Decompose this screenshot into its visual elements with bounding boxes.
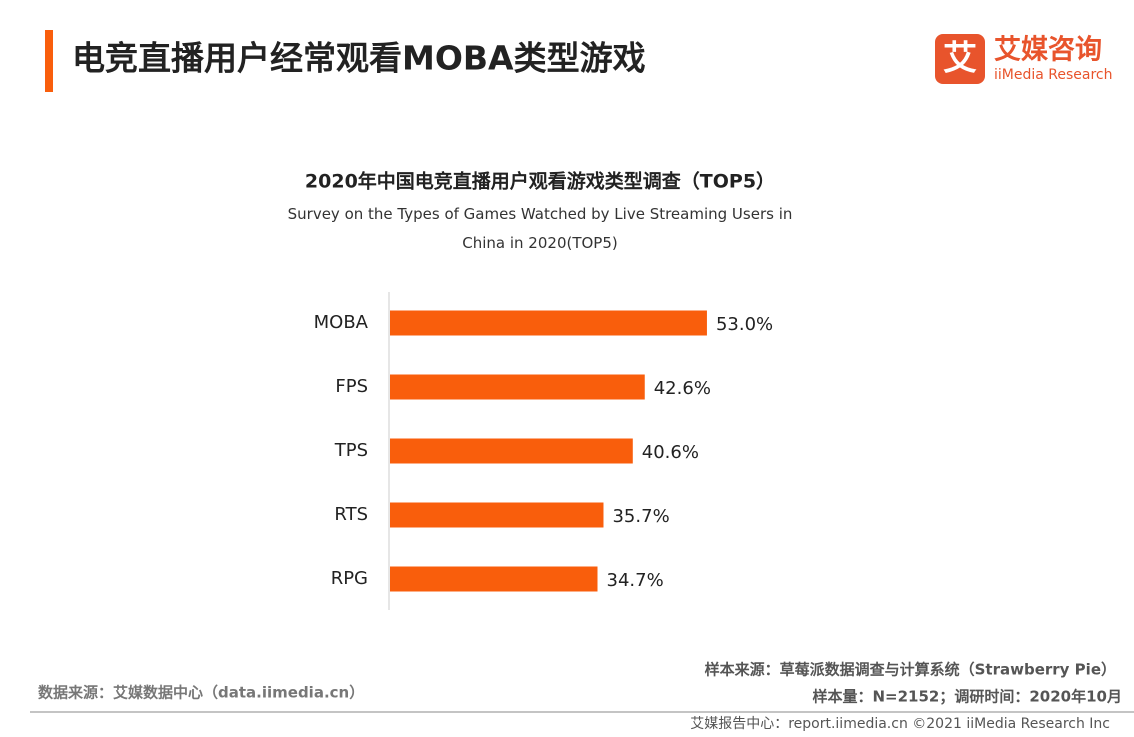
bar bbox=[390, 502, 604, 528]
bar bbox=[390, 438, 633, 464]
page-title: 电竞直播用户经常观看MOBA类型游戏 bbox=[72, 39, 646, 78]
category-label: RPG bbox=[331, 568, 368, 589]
sample-source: 样本来源：草莓派数据调查与计算系统（Strawberry Pie） bbox=[705, 661, 1116, 679]
logo-en: iiMedia Research bbox=[994, 67, 1113, 83]
chart-subtitle: Survey on the Types of Games Watched by … bbox=[287, 205, 793, 252]
logo-cn: 艾媒咨询 bbox=[994, 34, 1102, 66]
data-source: 数据来源：艾媒数据中心（data.iimedia.cn） bbox=[38, 684, 364, 702]
bar bbox=[390, 566, 598, 592]
value-label: 40.6% bbox=[642, 442, 699, 463]
value-label: 53.0% bbox=[716, 314, 773, 335]
sample-info: 样本量：N=2152；调研时间：2020年10月 bbox=[813, 688, 1123, 706]
category-label: TPS bbox=[334, 440, 368, 461]
bar bbox=[390, 310, 707, 336]
copyright: 艾媒报告中心：report.iimedia.cn ©2021 iiMedia R… bbox=[690, 716, 1110, 732]
category-label: FPS bbox=[335, 376, 368, 397]
value-label: 34.7% bbox=[607, 570, 664, 591]
value-label: 35.7% bbox=[612, 506, 669, 527]
title-accent bbox=[45, 30, 53, 92]
logo-mark: 艾 bbox=[943, 39, 977, 79]
value-label: 42.6% bbox=[654, 378, 711, 399]
category-label: RTS bbox=[334, 504, 368, 525]
bar bbox=[390, 374, 645, 400]
logo-box bbox=[935, 34, 985, 84]
category-label: MOBA bbox=[314, 312, 369, 333]
chart-title: 2020年中国电竞直播用户观看游戏类型调查（TOP5） bbox=[305, 170, 775, 193]
